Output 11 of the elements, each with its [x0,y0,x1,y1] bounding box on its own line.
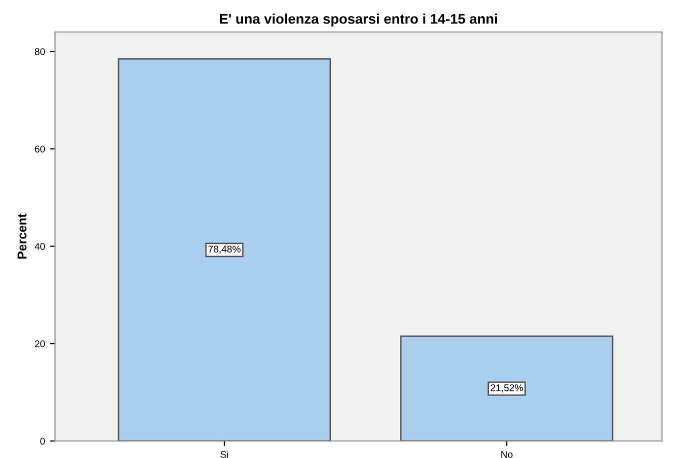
y-tick-label: 40 [34,242,45,250]
data-label: 78,48% [208,246,241,254]
y-tick-label: 60 [34,146,45,152]
y-tick-label: 80 [34,48,45,56]
y-tick-label: 0 [40,438,45,445]
x-tick-label: Si [220,450,228,458]
x-tick-label: No [501,451,513,458]
data-label: 21,52% [490,384,523,392]
y-axis-title: Percent [18,214,26,259]
chart-title: E' una violenza sposarsi entro i 14-15 anni [220,14,497,27]
y-tick-label: 20 [34,340,45,348]
